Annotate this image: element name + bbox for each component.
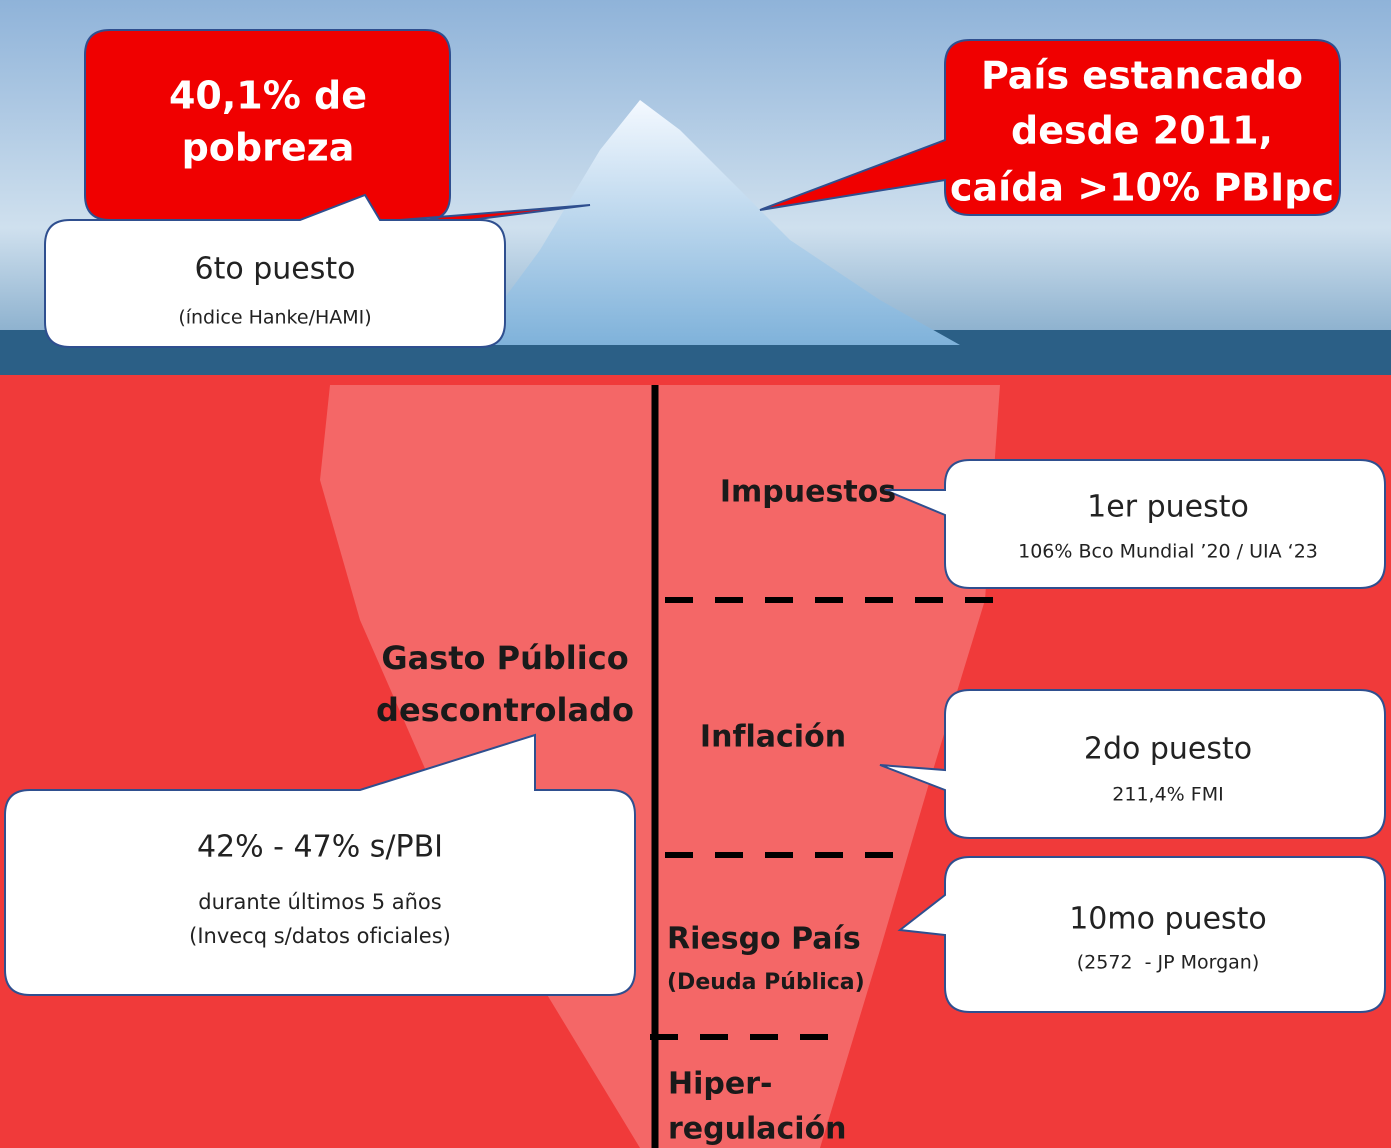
layer-label: Inflación	[700, 720, 846, 755]
callout-title: 10mo puesto	[1069, 902, 1267, 937]
callout-text: caída >10% PBIpc	[950, 166, 1334, 210]
iceberg-diagram: 40,1% de pobreza País estancado desde 20…	[0, 0, 1391, 1148]
callout-title: 42% - 47% s/PBI	[197, 830, 443, 865]
layer-label: regulación	[668, 1112, 847, 1147]
layer-label: Hiper-	[668, 1067, 772, 1102]
callout-note: (2572 - JP Morgan)	[1077, 952, 1260, 974]
callout-text: 40,1% de	[169, 74, 367, 118]
callout-note: 106% Bco Mundial ’20 / UIA ‘23	[1018, 541, 1318, 563]
callout-text: pobreza	[182, 126, 355, 170]
callout-note: (índice Hanke/HAMI)	[178, 307, 371, 329]
layer-label: Riesgo País	[667, 922, 861, 957]
callout-note: durante últimos 5 años	[198, 890, 441, 914]
callout-note: 211,4% FMI	[1112, 784, 1223, 806]
callout-title: 6to puesto	[194, 252, 355, 287]
callout-title: 2do puesto	[1084, 732, 1252, 767]
spending-label: Gasto Público	[381, 639, 628, 677]
callout-text: País estancado	[981, 54, 1303, 98]
layer-label: (Deuda Pública)	[667, 970, 865, 995]
layer-label: Impuestos	[720, 475, 896, 510]
spending-label: descontrolado	[376, 691, 634, 729]
callout-text: desde 2011,	[1011, 109, 1273, 153]
callout-title: 1er puesto	[1087, 490, 1249, 525]
page: 40,1% de pobreza País estancado desde 20…	[0, 0, 1391, 1148]
callout-note: (Invecq s/datos oficiales)	[189, 924, 451, 948]
